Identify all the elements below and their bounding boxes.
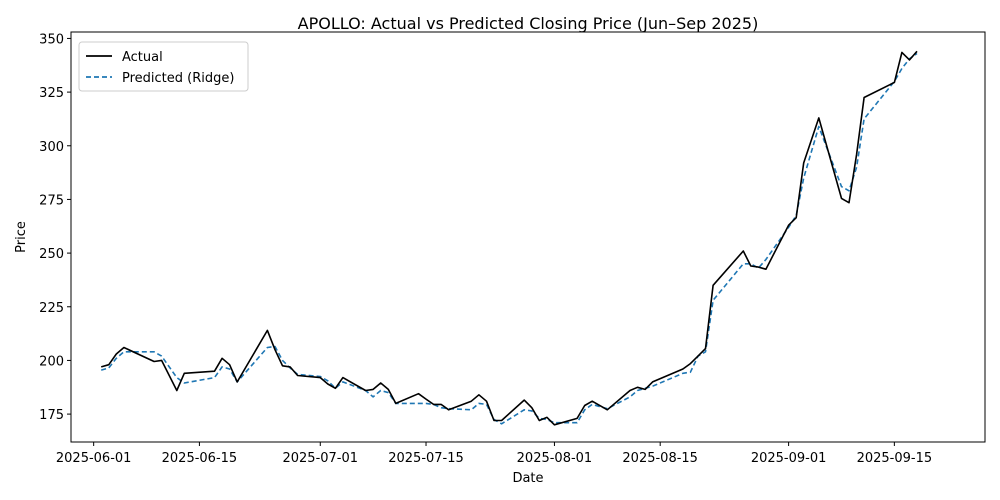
legend-label-predicted: Predicted (Ridge): [122, 71, 234, 86]
y-tick-label: 225: [39, 301, 64, 316]
y-tick-label: 200: [39, 354, 64, 369]
y-tick-label: 275: [39, 193, 64, 208]
y-tick-label: 325: [39, 86, 64, 101]
y-tick-label: 250: [39, 247, 64, 262]
x-tick-label: 2025-06-01: [56, 451, 132, 466]
legend-label-actual: Actual: [122, 50, 163, 65]
plot-frame: [70, 31, 986, 443]
chart-title: APOLLO: Actual vs Predicted Closing Pric…: [298, 14, 759, 33]
series-line-actual: [100, 50, 918, 426]
y-tick-label: 350: [39, 32, 64, 47]
legend: Actual Predicted (Ridge): [78, 41, 249, 92]
x-tick-label: 2025-07-15: [388, 451, 464, 466]
y-tick-label: 175: [39, 408, 64, 423]
x-tick-label: 2025-08-15: [622, 451, 698, 466]
series-line-predicted: [100, 52, 918, 425]
y-axis-label: Price: [14, 221, 29, 253]
x-axis-label: Date: [512, 471, 543, 486]
x-tick-label: 2025-07-01: [282, 451, 358, 466]
x-tick-label: 2025-09-15: [857, 451, 933, 466]
x-tick-label: 2025-06-15: [162, 451, 238, 466]
x-tick-label: 2025-08-01: [517, 451, 593, 466]
x-tick-label: 2025-09-01: [751, 451, 827, 466]
y-tick-label: 300: [39, 140, 64, 155]
legend-box: [78, 41, 249, 92]
